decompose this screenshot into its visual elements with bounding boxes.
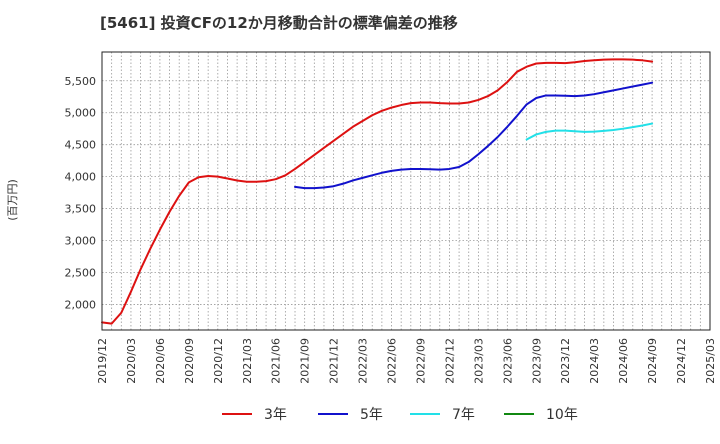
y-tick-label: 5,500 [65, 75, 97, 88]
x-tick-label: 2023/03 [472, 338, 485, 384]
legend-label: 10年 [546, 407, 578, 423]
x-tick-label: 2024/03 [588, 338, 601, 384]
x-tick-label: 2024/06 [617, 338, 630, 384]
chart-title: [5461] 投資CFの12か月移動合計の標準偏差の推移 [100, 14, 458, 32]
x-tick-label: 2023/09 [530, 338, 543, 384]
x-tick-label: 2020/03 [125, 338, 138, 384]
x-tick-label: 2025/03 [704, 338, 717, 384]
x-tick-label: 2020/12 [212, 338, 225, 384]
y-tick-label: 3,500 [65, 203, 97, 216]
series-line-5年 [294, 81, 654, 190]
x-tick-label: 2022/06 [386, 338, 399, 384]
y-tick-label: 4,000 [65, 171, 97, 184]
y-axis-label: (百万円) [6, 179, 19, 221]
x-tick-label: 2020/06 [154, 338, 167, 384]
y-tick-label: 5,000 [65, 107, 97, 120]
x-tick-label: 2023/06 [501, 338, 514, 384]
x-tick-label: 2021/03 [241, 338, 254, 384]
grid-lines [102, 52, 710, 330]
x-tick-label: 2024/09 [646, 338, 659, 384]
x-tick-label: 2021/06 [270, 338, 283, 384]
x-tick-label: 2020/09 [183, 338, 196, 384]
x-tick-label: 2019/12 [96, 338, 109, 384]
x-tick-label: 2022/09 [414, 338, 427, 384]
plot-area-border [101, 51, 711, 331]
y-tick-label: 2,500 [65, 266, 97, 279]
x-tick-label: 2024/12 [675, 338, 688, 384]
x-tick-label: 2023/12 [559, 338, 572, 384]
y-tick-label: 4,500 [65, 139, 97, 152]
legend-label: 7年 [452, 407, 475, 423]
y-tick-label: 2,000 [65, 298, 97, 311]
legend: 3年 5年 7年 10年 [222, 407, 578, 423]
legend-label: 5年 [360, 407, 383, 423]
y-tick-label: 3,000 [65, 235, 97, 248]
x-tick-label: 2022/12 [443, 338, 456, 384]
x-tick-label: 2022/03 [357, 338, 370, 384]
x-axis-ticks: 2019/12 2020/03 2020/06 2020/09 2020/12 2021/… [96, 338, 717, 384]
series-lines [101, 58, 654, 325]
y-axis-ticks: 2,000 2,500 3,000 3,500 4,000 4,500 5,000 5,500 [65, 75, 97, 312]
x-tick-label: 2021/12 [328, 338, 341, 384]
x-tick-label: 2021/09 [299, 338, 312, 384]
series-line-3年 [101, 58, 654, 325]
legend-label: 3年 [264, 407, 287, 423]
series-line-7年 [525, 122, 654, 141]
